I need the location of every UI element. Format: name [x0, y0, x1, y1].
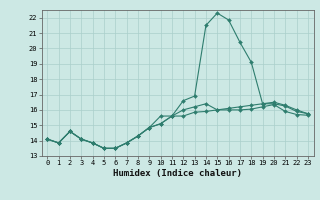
- X-axis label: Humidex (Indice chaleur): Humidex (Indice chaleur): [113, 169, 242, 178]
